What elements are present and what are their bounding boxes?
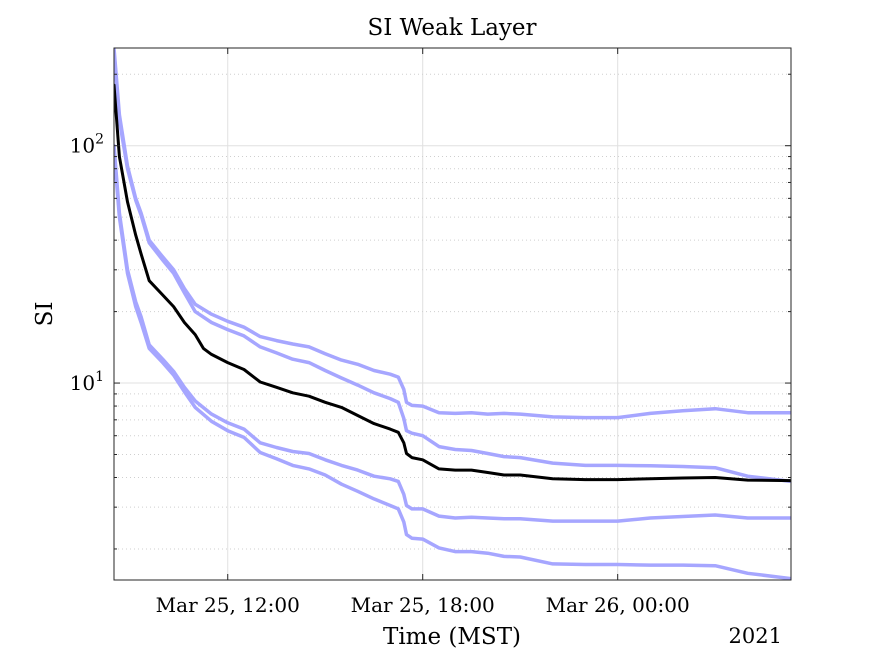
chart-title: SI Weak Layer [367,15,536,41]
minor-grid [114,73,791,550]
y-tick-exponent: 2 [95,132,104,148]
y-tick-base: 10 [70,371,95,395]
series-line-upper-inner [114,50,791,484]
plot-area [114,48,791,580]
x-axis-ticks: Mar 25, 12:00 Mar 25, 18:00 Mar 26, 00:00 [156,48,690,617]
series-line-upper-outer [114,48,791,420]
y-tick-base: 10 [70,134,95,158]
x-tick-label: Mar 26, 00:00 [546,593,690,617]
y-axis-label: SI [32,302,58,327]
series-layer [114,48,791,580]
series-line-lower-inner [114,143,791,523]
year-label: 2021 [729,624,782,648]
x-axis-label: Time (MST) [383,624,521,650]
y-tick-label: 101 [70,369,104,395]
series-line-lower-outer [114,149,791,580]
y-tick-label: 102 [70,132,104,158]
series-line-median [114,83,791,483]
x-tick-label: Mar 25, 12:00 [156,593,300,617]
y-tick-exponent: 1 [95,369,104,385]
major-grid [114,48,791,580]
x-tick-label: Mar 25, 18:00 [351,593,495,617]
axes-frame [113,47,792,581]
